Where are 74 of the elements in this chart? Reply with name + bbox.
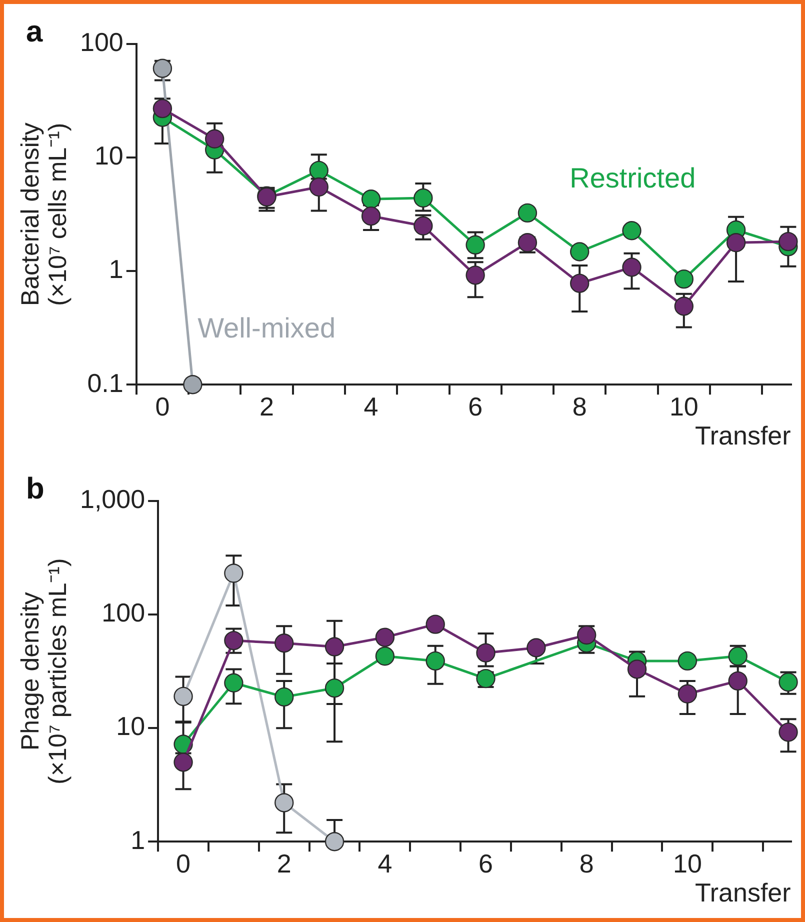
point [174,686,193,706]
text: b [26,472,44,506]
point [518,203,538,223]
point [627,660,647,679]
point [205,129,224,148]
point [274,687,294,707]
point [274,634,294,653]
point [224,630,244,650]
x-tick-label: 2 [276,848,292,878]
y-tick-label: 10 [94,140,124,171]
point [778,232,798,252]
x-tick-label: 10 [669,391,698,422]
x-tick-label: 0 [176,848,191,878]
x-axis-title: Transfer [694,878,792,908]
x-tick-label: 2 [260,391,274,422]
point [570,242,590,262]
x-tick-label: 4 [364,391,378,422]
point [324,832,344,852]
point [426,651,445,671]
point [324,678,344,698]
point [152,98,172,118]
point [414,188,433,208]
y-axis-title: Bacterial density (×10⁷ cells mL⁻¹) [16,122,72,306]
point [466,235,485,255]
x-tick-label: 8 [579,848,594,878]
point [274,793,294,812]
point [375,628,395,647]
x-tick-label: 0 [155,391,170,422]
point [361,190,381,209]
series-label: Restricted [570,162,696,194]
point [224,564,244,583]
y-tick-label: 1 [130,824,146,855]
y-tick-label: 10 [116,711,146,742]
point [414,216,433,236]
point [152,58,172,78]
point [674,269,694,289]
point [309,160,328,180]
point [466,266,485,285]
point [518,233,538,252]
y-tick-label: 100 [102,598,146,628]
point [678,684,698,704]
point [778,672,798,692]
point [726,233,746,252]
point [361,206,381,226]
point [728,671,748,691]
y-tick-label: 1,000 [80,484,146,514]
x-tick-label: 6 [468,391,483,422]
point [622,258,642,277]
y-axis-title: Phage density (×10⁷ particles mL⁻¹) [16,558,72,784]
point [674,296,694,316]
point [577,625,596,645]
series-label: Well-mixed [198,312,336,344]
x-axis-title: Transfer [694,420,792,451]
point [622,221,642,240]
point [570,274,590,293]
point [678,651,698,671]
x-tick-label: 4 [378,848,392,878]
y-tick-label: 1 [108,254,124,284]
text: a [26,15,43,48]
point [375,646,395,666]
point [526,638,546,658]
x-tick-label: 10 [672,848,702,878]
point [426,614,445,634]
y-tick-label: 100 [80,27,124,58]
x-tick-label: 8 [572,391,587,422]
x-tick-label: 6 [478,848,494,878]
point [476,643,496,662]
y-tick-label: 0.1 [87,368,124,398]
point [183,375,202,394]
point [324,637,344,656]
point [224,673,244,692]
point [778,722,798,742]
point [309,177,328,197]
point [174,752,193,772]
